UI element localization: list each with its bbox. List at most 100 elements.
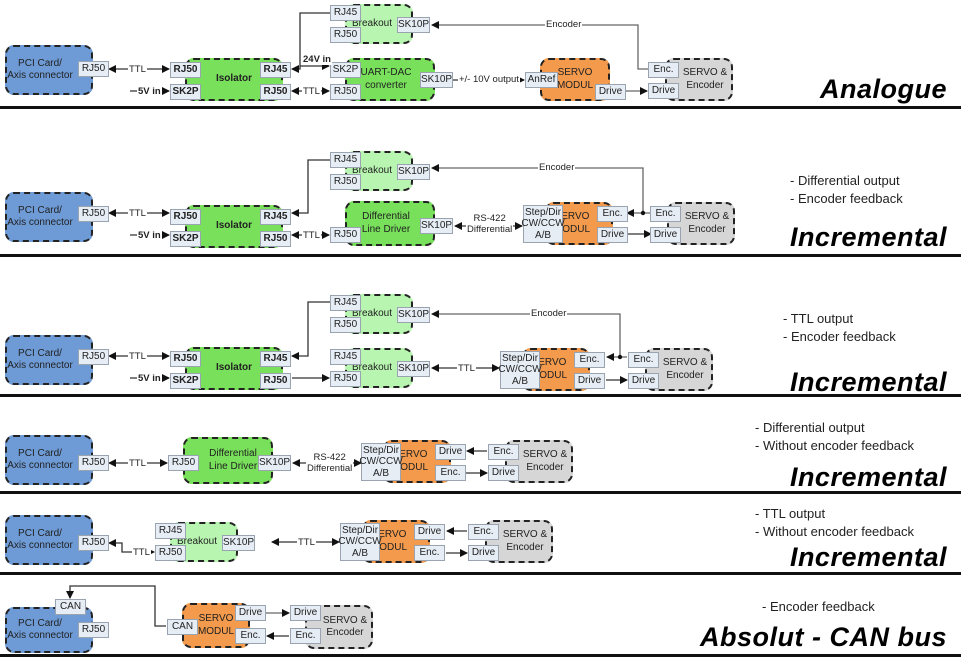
5v-in-label: 5V in (137, 230, 162, 241)
section-notes: - TTL output - Without encoder feedback (755, 505, 914, 541)
isolator-rj50-in-port: RJ50 (170, 209, 201, 225)
note-item: - Without encoder feedback (755, 524, 914, 539)
breakout-rj45-port: RJ45 (330, 5, 361, 21)
breakout-rj50-port: RJ50 (155, 545, 186, 561)
section-title: Absolut - CAN bus (700, 622, 947, 652)
5v-in-label: 5V in (137, 86, 162, 97)
servo-enc-port: Enc. (414, 545, 445, 561)
can-bus-wire (66, 585, 166, 627)
5v-in-label: 5V in (137, 373, 162, 384)
section-title: Incremental (789, 222, 947, 252)
ttl-label: TTL (128, 458, 147, 469)
servo-drive-port: Drive (574, 373, 605, 389)
breakout-sk10p-port: SK10P (222, 535, 255, 551)
pci-rj50-port: RJ50 (78, 455, 109, 471)
encoder-wire (431, 21, 648, 70)
note-item: - Differential output (790, 173, 900, 188)
section-divider (0, 106, 961, 109)
ttl-label: TTL (297, 537, 316, 548)
ttl-label: TTL (128, 208, 147, 219)
rj45-breakout-wire (291, 12, 330, 73)
breakout-rj50-port: RJ50 (330, 317, 361, 333)
section-notes: - TTL output - Encoder feedback (783, 310, 896, 346)
section-title: Incremental (789, 462, 947, 492)
isolator-sk2p-port: SK2P (170, 231, 201, 247)
rj45-breakout-wire (291, 159, 330, 217)
servo-drive-port: Drive (597, 227, 628, 243)
motor-drive-port: Drive (648, 83, 679, 99)
servo-drive-port: Drive (414, 524, 445, 540)
junction-dot (640, 210, 646, 216)
driver-sk10p-port: SK10P (258, 455, 291, 471)
note-item: - Encoder feedback (762, 599, 875, 614)
breakout-rj45-port: RJ45 (330, 349, 361, 365)
ttl-label: TTL (302, 230, 321, 241)
encoder-wire (431, 164, 644, 213)
ttl-label: TTL (128, 351, 147, 362)
motor-drive-port: Drive (488, 465, 519, 481)
servo-step-dir-port: Step/Dir CW/CCW A/B (338, 523, 382, 561)
motor-enc-port: Enc. (468, 524, 499, 540)
motor-drive-port: Drive (650, 227, 681, 243)
section-title: Incremental (789, 542, 947, 572)
servo-step-dir-port: Step/Dir CW/CCW A/B (498, 351, 542, 389)
motor-drive-port: Drive (628, 373, 659, 389)
motor-enc-port: Enc. (290, 628, 321, 644)
pci-rj50-port: RJ50 (78, 61, 109, 77)
servo-anref-port: AnRef (525, 72, 558, 88)
isolator-rj45-port: RJ45 (260, 209, 291, 225)
isolator-rj50-in-port: RJ50 (170, 62, 201, 78)
section-divider (0, 254, 961, 257)
note-item: - Encoder feedback (783, 329, 896, 344)
motor-enc-port: Enc. (648, 62, 679, 78)
driver-rj50-port: RJ50 (330, 227, 361, 243)
pci-can-port: CAN (55, 599, 86, 615)
breakout-sk10p-port: SK10P (397, 307, 430, 323)
ttl-label: TTL (132, 547, 151, 558)
isolator-rj50-out-port: RJ50 (260, 231, 291, 247)
breakout-rj50-port: RJ50 (330, 27, 361, 43)
motor-enc-port: Enc. (628, 352, 659, 368)
isolator-rj45-port: RJ45 (260, 62, 291, 78)
section-divider (0, 572, 961, 575)
isolator-sk2p-port: SK2P (170, 373, 201, 389)
section-notes: - Differential output - Encoder feedback (790, 172, 903, 208)
uart-rj50-port: RJ50 (330, 84, 361, 100)
servo-enc-port: Enc. (597, 206, 628, 222)
breakout-sk10p-port: SK10P (397, 164, 430, 180)
servo-enc-port: Enc. (235, 628, 266, 644)
isolator-rj50-in-port: RJ50 (170, 351, 201, 367)
pci-rj50-port: RJ50 (78, 535, 109, 551)
rs422-label: RS-422 Differential (306, 452, 354, 474)
breakout-sk10p-port: SK10P (397, 17, 430, 33)
uart-sk2p-port: SK2P (330, 62, 361, 78)
note-item: - Encoder feedback (790, 191, 903, 206)
breakout-rj45-port: RJ45 (155, 523, 186, 539)
motor-drive-port: Drive (290, 605, 321, 621)
analog-output-label: +/- 10V output (458, 74, 520, 85)
note-item: - TTL output (783, 311, 854, 326)
servo-drive-port: Drive (595, 84, 626, 100)
ttl-label: TTL (457, 363, 476, 374)
motor-enc-port: Enc. (488, 444, 519, 460)
junction-dot (617, 354, 623, 360)
rj45-breakout-wire (291, 301, 330, 360)
motor-enc-port: Enc. (650, 206, 681, 222)
servo-enc-port: Enc. (435, 465, 466, 481)
encoder-wire (431, 310, 621, 357)
breakout-sk10p-port: SK10P (397, 361, 430, 377)
breakout-rj45-port: RJ45 (330, 152, 361, 168)
isolator-rj50-out-port: RJ50 (260, 373, 291, 389)
isolator-sk2p-port: SK2P (170, 84, 201, 100)
motor-drive-port: Drive (468, 545, 499, 561)
servo-can-port: CAN (167, 619, 198, 635)
section-divider (0, 654, 961, 657)
rs422-label: RS-422 Differential (466, 213, 514, 235)
section-divider (0, 491, 961, 494)
servo-drive-port: Drive (435, 444, 466, 460)
note-item: - TTL output (755, 506, 826, 521)
driver-sk10p-port: SK10P (420, 218, 453, 234)
encoder-label: Encoder (530, 308, 568, 319)
